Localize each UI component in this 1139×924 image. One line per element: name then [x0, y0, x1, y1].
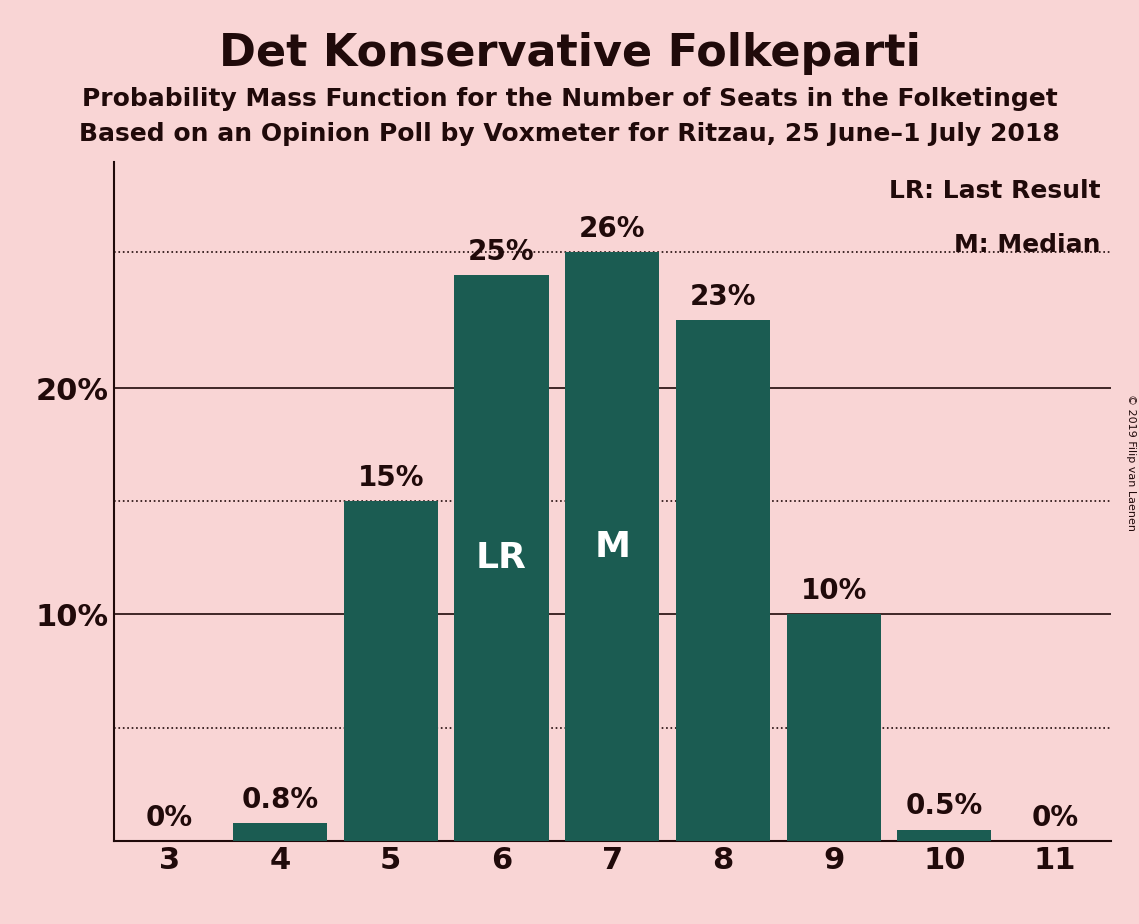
Text: 0%: 0% — [1032, 804, 1079, 832]
Text: LR: Last Result: LR: Last Result — [888, 178, 1100, 202]
Text: Probability Mass Function for the Number of Seats in the Folketinget: Probability Mass Function for the Number… — [82, 87, 1057, 111]
Text: 10%: 10% — [801, 578, 867, 605]
Bar — [233, 822, 327, 841]
Text: LR: LR — [476, 541, 527, 575]
Bar — [454, 275, 549, 841]
Text: 0.5%: 0.5% — [906, 793, 983, 821]
Text: Based on an Opinion Poll by Voxmeter for Ritzau, 25 June–1 July 2018: Based on an Opinion Poll by Voxmeter for… — [79, 122, 1060, 146]
Text: 26%: 26% — [579, 215, 646, 243]
Bar — [675, 321, 770, 841]
Text: 15%: 15% — [358, 464, 424, 492]
Bar — [898, 830, 991, 841]
Text: © 2019 Filip van Laenen: © 2019 Filip van Laenen — [1126, 394, 1136, 530]
Bar — [565, 252, 659, 841]
Text: M: Median: M: Median — [954, 233, 1100, 257]
Text: 0.8%: 0.8% — [241, 785, 319, 814]
Bar — [787, 614, 880, 841]
Text: M: M — [595, 529, 630, 564]
Text: Det Konservative Folkeparti: Det Konservative Folkeparti — [219, 32, 920, 76]
Text: 23%: 23% — [690, 283, 756, 311]
Bar — [344, 501, 437, 841]
Text: 0%: 0% — [146, 804, 192, 832]
Text: 25%: 25% — [468, 237, 535, 266]
